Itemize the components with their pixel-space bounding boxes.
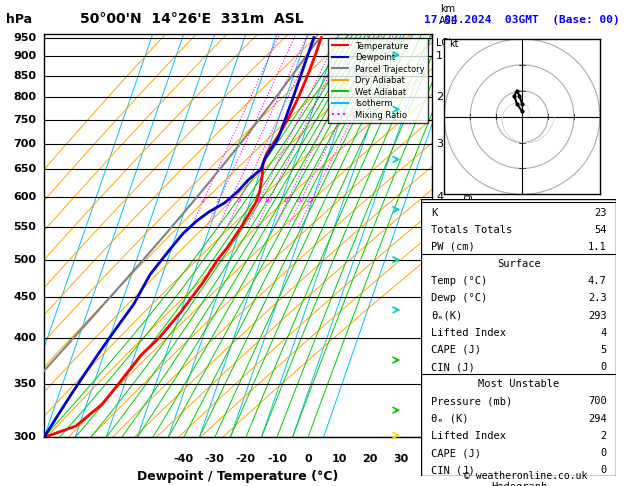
Text: 4: 4	[436, 192, 443, 202]
Text: θₑ(K): θₑ(K)	[431, 311, 462, 321]
Text: -20: -20	[236, 453, 256, 464]
Text: 3: 3	[216, 197, 220, 203]
Text: CIN (J): CIN (J)	[431, 362, 475, 372]
Text: 10: 10	[331, 453, 347, 464]
Text: 700: 700	[588, 397, 606, 406]
Text: 2: 2	[601, 431, 606, 441]
Text: 900: 900	[13, 52, 36, 61]
Text: PW (cm): PW (cm)	[431, 242, 475, 252]
Text: Lifted Index: Lifted Index	[431, 328, 506, 338]
Text: 5: 5	[436, 222, 443, 232]
Text: hPa: hPa	[6, 13, 32, 26]
Text: CAPE (J): CAPE (J)	[431, 448, 481, 458]
Text: 50°00'N  14°26'E  331m  ASL: 50°00'N 14°26'E 331m ASL	[80, 12, 303, 26]
Text: θₑ (K): θₑ (K)	[431, 414, 469, 424]
Text: 4: 4	[601, 328, 606, 338]
Text: 17.04.2024  03GMT  (Base: 00): 17.04.2024 03GMT (Base: 00)	[424, 15, 620, 25]
Text: 800: 800	[13, 92, 36, 102]
Text: -30: -30	[205, 453, 225, 464]
Text: 4: 4	[227, 197, 231, 203]
Text: 850: 850	[13, 71, 36, 81]
Text: 1.1: 1.1	[588, 242, 606, 252]
Text: LCL: LCL	[436, 38, 454, 48]
Text: km
ASL: km ASL	[438, 4, 457, 26]
Text: 700: 700	[13, 139, 36, 149]
Text: Mixing Ratio (g/kg): Mixing Ratio (g/kg)	[463, 190, 473, 282]
Text: CAPE (J): CAPE (J)	[431, 345, 481, 355]
Text: 450: 450	[13, 292, 36, 302]
Text: 5: 5	[237, 197, 241, 203]
Text: 550: 550	[13, 222, 36, 232]
Text: -10: -10	[267, 453, 287, 464]
Text: 10: 10	[264, 197, 272, 203]
Text: 300: 300	[13, 433, 36, 442]
Text: Temp (°C): Temp (°C)	[431, 276, 487, 286]
Text: 1: 1	[436, 52, 443, 61]
Text: kt: kt	[450, 39, 459, 49]
Text: 20: 20	[295, 197, 304, 203]
Text: 2.3: 2.3	[588, 294, 606, 303]
Text: 400: 400	[13, 332, 36, 343]
Text: 15: 15	[282, 197, 291, 203]
Text: 2: 2	[436, 92, 443, 102]
Text: 950: 950	[13, 33, 36, 43]
Text: Pressure (mb): Pressure (mb)	[431, 397, 513, 406]
FancyBboxPatch shape	[421, 199, 616, 476]
Text: Lifted Index: Lifted Index	[431, 431, 506, 441]
Text: 0: 0	[601, 448, 606, 458]
Text: 500: 500	[13, 255, 36, 265]
Text: CIN (J): CIN (J)	[431, 465, 475, 475]
Text: K: K	[431, 208, 437, 218]
Text: 750: 750	[13, 115, 36, 124]
Text: 6: 6	[436, 255, 443, 265]
Text: 0: 0	[601, 362, 606, 372]
Text: 23: 23	[594, 208, 606, 218]
Text: 30: 30	[394, 453, 409, 464]
Text: Hodograph: Hodograph	[491, 483, 547, 486]
Text: Dewpoint / Temperature (°C): Dewpoint / Temperature (°C)	[137, 469, 339, 483]
Text: 600: 600	[13, 192, 36, 202]
Text: 54: 54	[594, 225, 606, 235]
Text: 2: 2	[200, 197, 204, 203]
Text: Surface: Surface	[497, 259, 541, 269]
Text: © weatheronline.co.uk: © weatheronline.co.uk	[464, 471, 587, 481]
Text: -40: -40	[174, 453, 194, 464]
Text: 650: 650	[13, 164, 36, 174]
Text: Totals Totals: Totals Totals	[431, 225, 513, 235]
Text: 0: 0	[304, 453, 312, 464]
Text: 0: 0	[601, 465, 606, 475]
Text: Most Unstable: Most Unstable	[478, 379, 560, 389]
Legend: Temperature, Dewpoint, Parcel Trajectory, Dry Adiabat, Wet Adiabat, Isotherm, Mi: Temperature, Dewpoint, Parcel Trajectory…	[328, 38, 428, 123]
Text: 3: 3	[436, 139, 443, 149]
Text: 20: 20	[362, 453, 378, 464]
Text: 25: 25	[306, 197, 314, 203]
Text: 5: 5	[601, 345, 606, 355]
Text: 4.7: 4.7	[588, 276, 606, 286]
Text: 8: 8	[256, 197, 260, 203]
Text: 7: 7	[436, 316, 443, 326]
Text: 350: 350	[13, 379, 36, 389]
Text: Dewp (°C): Dewp (°C)	[431, 294, 487, 303]
Text: 293: 293	[588, 311, 606, 321]
Text: 294: 294	[588, 414, 606, 424]
